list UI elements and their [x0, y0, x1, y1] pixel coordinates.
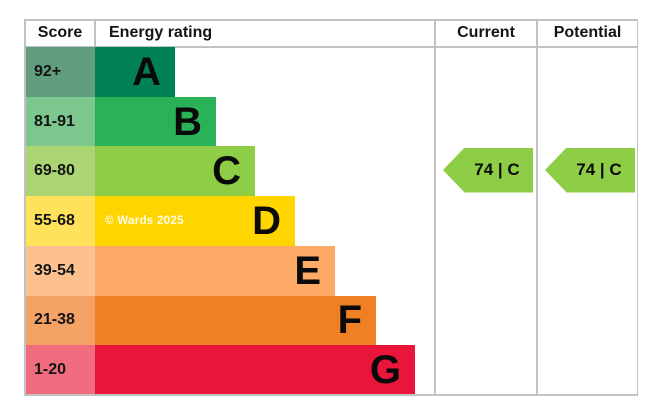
band-letter-g: G [369, 348, 401, 393]
band-letter-e: E [294, 248, 321, 293]
band-bar-b: B [95, 96, 216, 147]
current-rating-label: 74 | C [474, 160, 520, 179]
band-letter-c: C [212, 149, 241, 194]
divider-rating-current [434, 19, 436, 395]
header-current: Current [457, 24, 515, 41]
table-border-left [24, 19, 26, 395]
band-bar-e: E [95, 245, 335, 296]
current-rating-arrow: 74 | C [443, 147, 533, 193]
score-range-g: 1-20 [25, 345, 95, 396]
potential-rating-arrow: 74 | C [545, 147, 635, 193]
score-range-e: 39-54 [25, 245, 95, 296]
wards-watermark: © Wards 2025 [105, 215, 184, 228]
band-letter-b: B [173, 99, 202, 144]
divider-current-potential [536, 19, 538, 395]
band-letter-f: F [337, 298, 362, 343]
band-row-a: 92+ A [25, 47, 638, 97]
table-border-right [636, 19, 638, 395]
band-letter-d: D [252, 199, 281, 244]
score-range-a: 92+ [25, 47, 95, 97]
score-range-f: 21-38 [25, 295, 95, 346]
band-row-g: 1-20 G [25, 345, 638, 396]
header-potential: Potential [553, 24, 622, 41]
score-range-b: 81-91 [25, 96, 95, 147]
band-bar-c: C [95, 146, 255, 197]
band-row-d: 55-68 © Wards 2025 D [25, 196, 638, 246]
band-row-f: 21-38 F [25, 295, 638, 346]
potential-rating-label: 74 | C [576, 160, 622, 179]
band-row-b: 81-91 B [25, 96, 638, 147]
table-border-bottom [24, 394, 638, 396]
divider-score-rating [94, 20, 96, 47]
table-header: Score Energy rating Current Potential [25, 20, 638, 46]
score-range-d: 55-68 [25, 196, 95, 246]
band-bar-a: A [95, 47, 175, 97]
rating-bands: 92+ A 81-91 B 69-80 C 55-68 © Wards 2025… [25, 47, 638, 396]
header-energy-rating: Energy rating [109, 24, 213, 41]
band-bar-d: © Wards 2025 D [95, 196, 295, 246]
band-bar-g: G [95, 345, 415, 396]
band-letter-a: A [132, 49, 161, 94]
score-range-c: 69-80 [25, 146, 95, 197]
band-row-e: 39-54 E [25, 245, 638, 296]
header-underline [25, 46, 638, 48]
band-bar-f: F [95, 295, 376, 346]
band-row-c: 69-80 C [25, 146, 638, 197]
header-score: Score [37, 24, 83, 41]
table-border-top [24, 19, 638, 21]
